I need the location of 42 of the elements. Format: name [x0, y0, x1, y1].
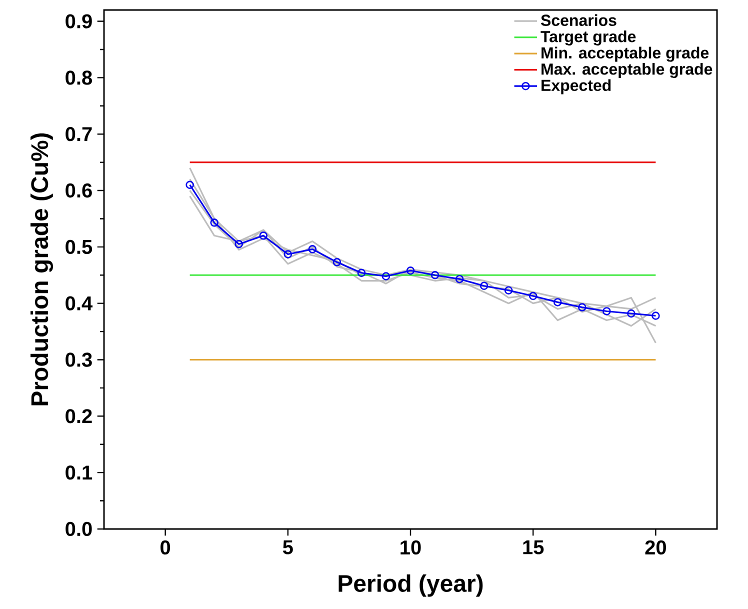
x-tick-label: 20 [645, 540, 666, 555]
point [382, 272, 390, 280]
point [406, 266, 415, 275]
y-tick-label: 0.2 [66, 409, 92, 424]
point [455, 274, 464, 284]
point [528, 292, 538, 300]
point [186, 180, 194, 190]
legend-label: Scenarios [540, 14, 616, 26]
y-tick-label: 0.5 [66, 240, 92, 254]
y-tick-label: 0.9 [66, 14, 92, 28]
point [652, 312, 660, 320]
point [602, 307, 611, 316]
legend-label: Min. acceptable grade [542, 46, 709, 62]
x-tick-label: 15 [523, 540, 544, 554]
y-tick-label: 0.0 [66, 522, 92, 536]
point [627, 309, 636, 318]
x-axis-title: Period (year) [338, 574, 483, 597]
y-tick-label: 0.1 [66, 465, 92, 480]
y-axis-title: Production grade (Cu%) [30, 133, 54, 406]
point [553, 298, 562, 306]
point [308, 245, 317, 254]
x-tick-label: 0 [160, 540, 170, 555]
point [357, 268, 366, 278]
point [430, 270, 440, 280]
point [259, 232, 268, 240]
point [210, 218, 218, 227]
y-tick-label: 0.4 [66, 296, 93, 310]
legend-label: Target grade [540, 30, 636, 46]
point [504, 286, 513, 294]
point [284, 250, 292, 258]
y-tick-label: 0.6 [66, 183, 92, 198]
x-tick-label: 5 [282, 540, 293, 554]
legend-label: Expected [542, 79, 611, 94]
point [234, 240, 243, 248]
legend-label: Max. acceptable grade [542, 63, 712, 78]
x-tick-label: 10 [400, 540, 421, 555]
y-tick-label: 0.8 [66, 70, 92, 85]
point [578, 303, 586, 312]
y-tick-label: 0.7 [66, 127, 92, 142]
point [480, 282, 488, 290]
y-tick-label: 0.3 [66, 352, 92, 367]
point [332, 258, 342, 266]
